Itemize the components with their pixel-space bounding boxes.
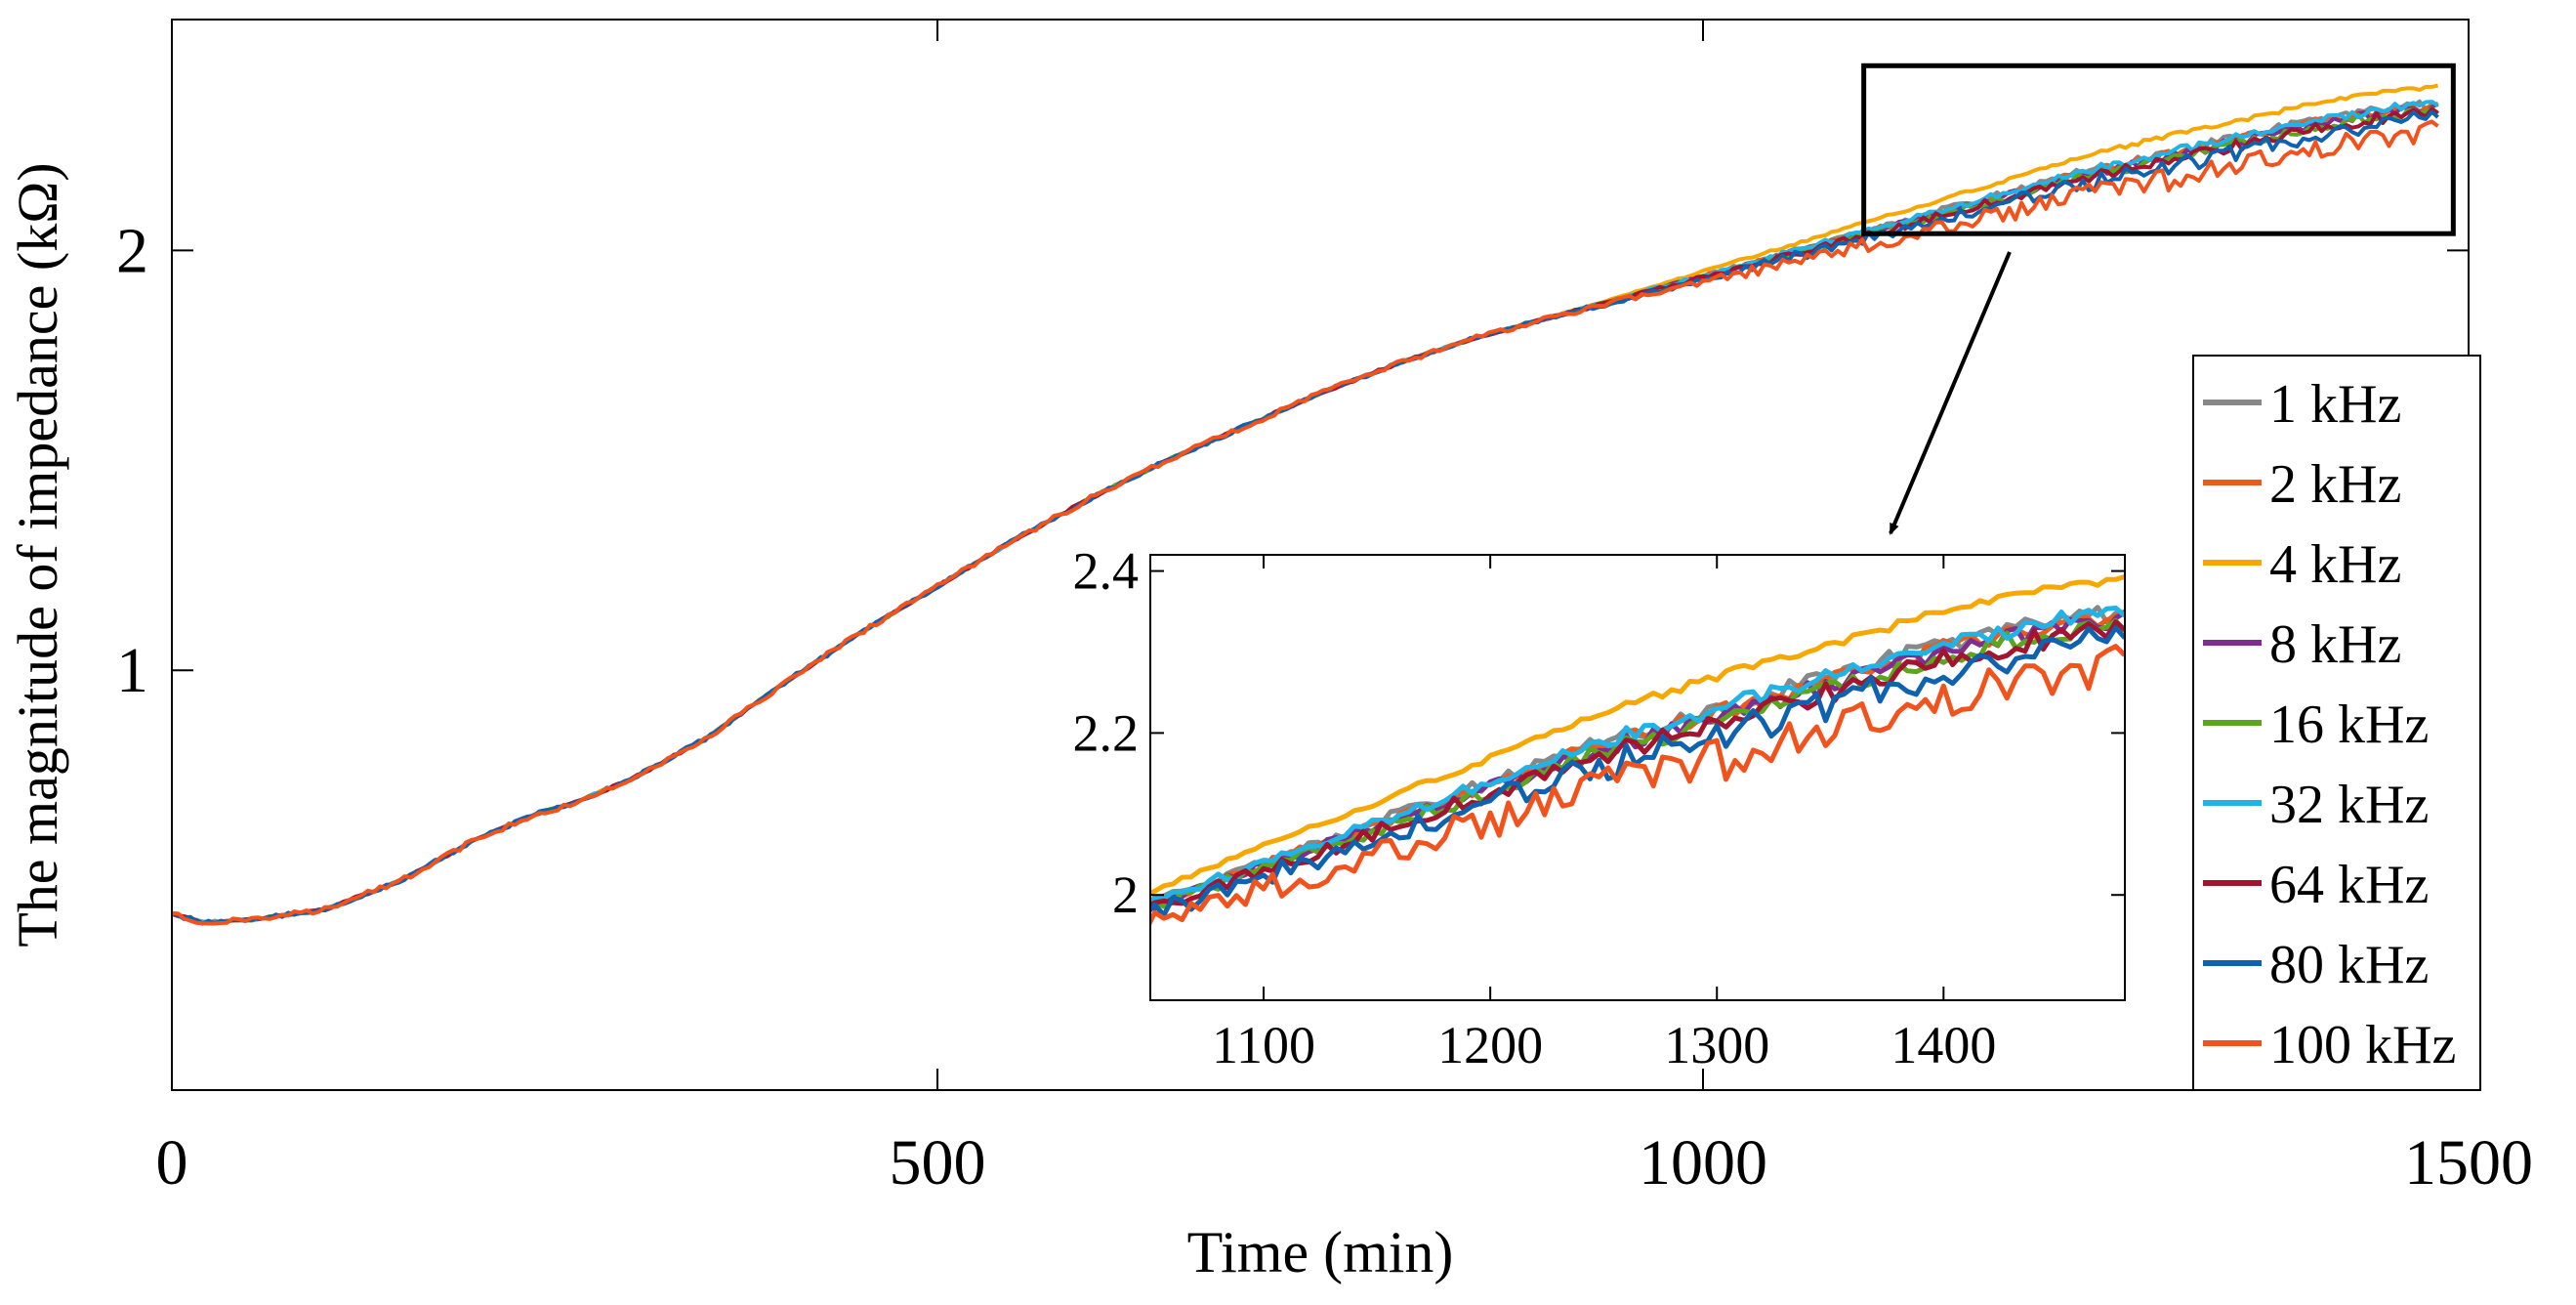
- legend-entry-label: 16 kHz: [2269, 695, 2429, 755]
- inset-y-tick-label: 2.4: [1073, 542, 1140, 601]
- legend-entry-label: 2 kHz: [2269, 454, 2401, 515]
- inset-y-tick-label: 2.2: [1073, 703, 1140, 762]
- inset-series-line-64-khz: [1150, 619, 2125, 908]
- inset-plot-frame: [1149, 554, 2126, 1001]
- main-series-group: [172, 83, 2439, 926]
- x-tick-label: 0: [156, 1127, 188, 1199]
- inset-x-tick-label: 1100: [1212, 1016, 1315, 1074]
- x-tick-label: 1000: [1639, 1127, 1767, 1199]
- inset-series-line-32-khz: [1150, 606, 2125, 906]
- inset-background: [1150, 555, 2125, 1000]
- inset-y-tick-label: 2: [1112, 865, 1139, 924]
- legend-entry-label: 4 kHz: [2269, 534, 2401, 595]
- inset-x-tick-label: 1400: [1890, 1016, 1996, 1074]
- y-tick-label: 2: [116, 215, 148, 286]
- zoom-region-box: [1861, 63, 2456, 236]
- inset-series-line-4-khz: [1150, 574, 2125, 896]
- y-axis-label: The magnitude of impedance (kΩ): [6, 162, 69, 947]
- y-tick-label: 1: [116, 635, 148, 706]
- inset-x-tick-label: 1300: [1664, 1016, 1769, 1074]
- main-axis-ticks: 0 500 1000 1500 1 2: [116, 20, 2533, 1199]
- inset-axis-ticks: 1100 1200 1300 1400 2 2.2 2.4: [1073, 542, 2125, 1074]
- legend-entry-label: 80 kHz: [2269, 935, 2429, 995]
- x-axis-label: Time (min): [1187, 1220, 1454, 1284]
- legend-entry-label: 64 kHz: [2269, 855, 2429, 915]
- legend: 1 kHz 2 kHz 4 kHz 8 kHz 16 kHz 32 kHz 64 kHz 80…: [2192, 355, 2481, 1091]
- legend-entry-label: 1 kHz: [2269, 374, 2401, 435]
- inset-x-tick-label: 1200: [1437, 1016, 1543, 1074]
- x-tick-label: 1500: [2404, 1127, 2533, 1199]
- inset-series-line-100-khz: [1150, 644, 2125, 928]
- legend-entry-label: 32 kHz: [2269, 775, 2429, 835]
- legend-entry-label: 8 kHz: [2269, 614, 2401, 675]
- legend-entry-label: 100 kHz: [2269, 1015, 2456, 1075]
- zoom-arrow: [1889, 251, 2012, 535]
- inset-series-line-80-khz: [1150, 625, 2125, 918]
- x-tick-label: 500: [890, 1127, 986, 1199]
- inset-series-group: [1150, 574, 2125, 928]
- series-line-100-khz: [172, 119, 2439, 926]
